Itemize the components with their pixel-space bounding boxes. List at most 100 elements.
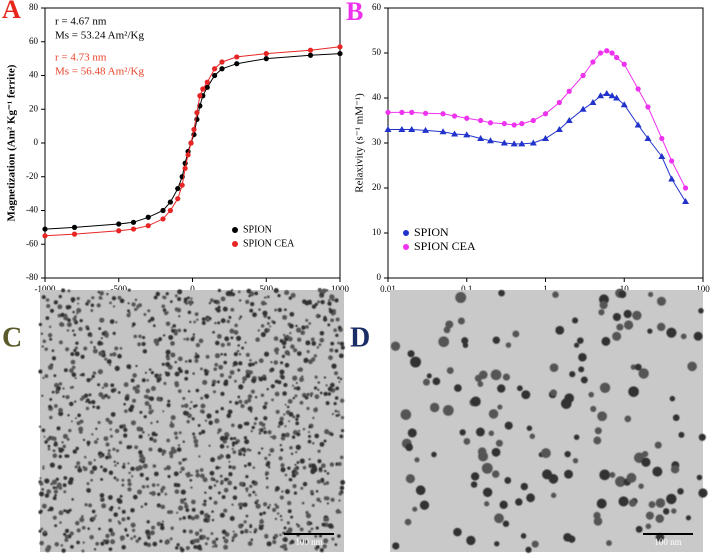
particle (161, 520, 164, 523)
particle (47, 333, 53, 338)
particle (182, 440, 185, 443)
particle (144, 371, 147, 374)
point (439, 128, 447, 135)
particle (195, 354, 200, 359)
particle (224, 488, 228, 492)
particle (88, 393, 92, 397)
particle (131, 528, 136, 532)
particle (215, 410, 219, 414)
particle (55, 477, 59, 481)
particle (147, 434, 150, 437)
particle (628, 499, 637, 507)
particle (306, 350, 310, 354)
particle (138, 537, 142, 541)
particle (288, 296, 293, 300)
particle (289, 311, 295, 317)
particle (564, 450, 571, 458)
particle (249, 308, 254, 313)
particle (177, 289, 183, 295)
particle (596, 498, 607, 509)
particle (80, 354, 85, 359)
particles (390, 288, 708, 553)
particle (250, 302, 255, 307)
particle (86, 440, 91, 445)
particle (295, 327, 302, 333)
particle (255, 503, 261, 509)
particle (72, 310, 75, 314)
particle (77, 467, 83, 473)
particle (41, 295, 46, 300)
particle (196, 318, 199, 321)
y-tick-label: 20 (372, 182, 382, 192)
particle (287, 398, 293, 404)
particle (293, 491, 298, 495)
particle (442, 405, 454, 416)
particle (641, 450, 649, 458)
particle (119, 298, 125, 304)
particle (190, 486, 193, 489)
particle (53, 449, 56, 453)
particle (161, 449, 167, 455)
particle (208, 485, 213, 490)
particle (263, 430, 267, 435)
particle (195, 538, 200, 544)
particle (258, 525, 264, 531)
particle (499, 500, 508, 509)
particle (242, 376, 247, 382)
particle (211, 539, 217, 545)
particle (669, 395, 676, 402)
particle (316, 346, 320, 349)
particle (231, 465, 236, 470)
particle (213, 367, 218, 371)
particle (333, 371, 339, 376)
particle (288, 354, 291, 357)
particle (79, 373, 82, 377)
particle (53, 374, 57, 378)
particle (218, 364, 224, 370)
particle (76, 528, 81, 533)
particle (117, 520, 120, 523)
particle (340, 416, 345, 420)
particle (593, 511, 601, 520)
particle (260, 393, 265, 397)
particle (281, 490, 284, 493)
particle (612, 312, 621, 322)
particle (280, 467, 286, 473)
particle (331, 363, 337, 369)
particle (170, 415, 176, 421)
particle (156, 483, 160, 487)
particle (177, 296, 182, 302)
particle (263, 427, 266, 430)
particle (166, 356, 171, 361)
particle (257, 329, 260, 332)
particle (270, 367, 275, 372)
particle (76, 296, 80, 301)
particle (147, 535, 151, 540)
particle (176, 307, 182, 313)
particle (698, 488, 708, 498)
particle (307, 439, 312, 444)
particle (244, 341, 247, 344)
point (212, 72, 218, 79)
particle (223, 508, 228, 513)
particle (215, 479, 219, 483)
particle (89, 469, 94, 475)
particle (217, 305, 221, 309)
particle (563, 532, 572, 542)
particle (78, 326, 83, 332)
particle (114, 365, 120, 371)
particle (64, 316, 69, 321)
particle (267, 430, 272, 435)
particle (335, 333, 339, 338)
particle (593, 436, 602, 445)
particle (233, 486, 238, 490)
panel-label: B (346, 0, 363, 26)
particle (278, 456, 283, 461)
particle (133, 307, 138, 312)
particle (475, 427, 485, 437)
particle (75, 341, 79, 345)
point (384, 126, 392, 132)
particle (295, 324, 298, 328)
particle (62, 395, 65, 398)
point (71, 231, 78, 237)
